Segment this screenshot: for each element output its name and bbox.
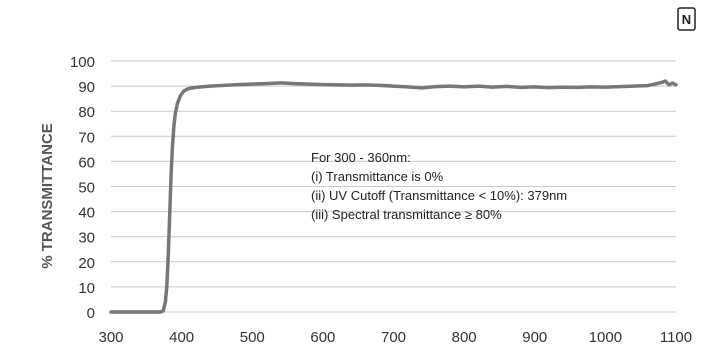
annotation-line: (iii) Spectral transmittance ≥ 80% — [311, 207, 502, 222]
y-tick-label: 60 — [78, 154, 95, 171]
x-tick-label: 800 — [452, 329, 477, 346]
series-line — [109, 79, 678, 314]
y-tick-label: 30 — [78, 230, 95, 247]
annotation-line: For 300 - 360nm: — [311, 150, 411, 165]
x-tick-label: 700 — [381, 329, 406, 346]
x-tick-label: 600 — [310, 329, 335, 346]
y-tick-label: 100 — [70, 54, 95, 71]
x-tick-label: 900 — [522, 329, 547, 346]
y-tick-label: 20 — [78, 255, 95, 272]
corner-badge: N — [677, 7, 696, 31]
annotation-line: (ii) UV Cutoff (Transmittance < 10%): 37… — [311, 188, 567, 203]
y-tick-label: 10 — [78, 280, 95, 297]
annotation-line: (i) Transmittance is 0% — [311, 169, 444, 184]
x-tick-labels: 300 400 500 600 700 800 900 1000 1100 — [98, 329, 692, 346]
badge-label: N — [682, 12, 691, 27]
y-tick-label: 0 — [87, 305, 95, 322]
x-tick-label: 300 — [98, 329, 123, 346]
badge-frame — [677, 7, 696, 31]
y-tick-label: 80 — [78, 104, 95, 121]
y-tick-labels: 0 10 20 30 40 50 60 70 80 90 100 — [70, 54, 95, 322]
y-axis-label: % TRANSMITTANCE — [39, 123, 56, 269]
y-tick-label: 70 — [78, 129, 95, 146]
x-tick-label: 1000 — [589, 329, 622, 346]
y-tick-label: 90 — [78, 79, 95, 96]
x-tick-label: 1100 — [660, 329, 692, 346]
annotation-box: For 300 - 360nm: (i) Transmittance is 0%… — [311, 150, 567, 222]
x-tick-label: 500 — [240, 329, 265, 346]
x-tick-label: 400 — [169, 329, 194, 346]
series-layer — [109, 79, 678, 314]
y-tick-label: 40 — [78, 205, 95, 222]
y-tick-label: 50 — [78, 180, 95, 197]
